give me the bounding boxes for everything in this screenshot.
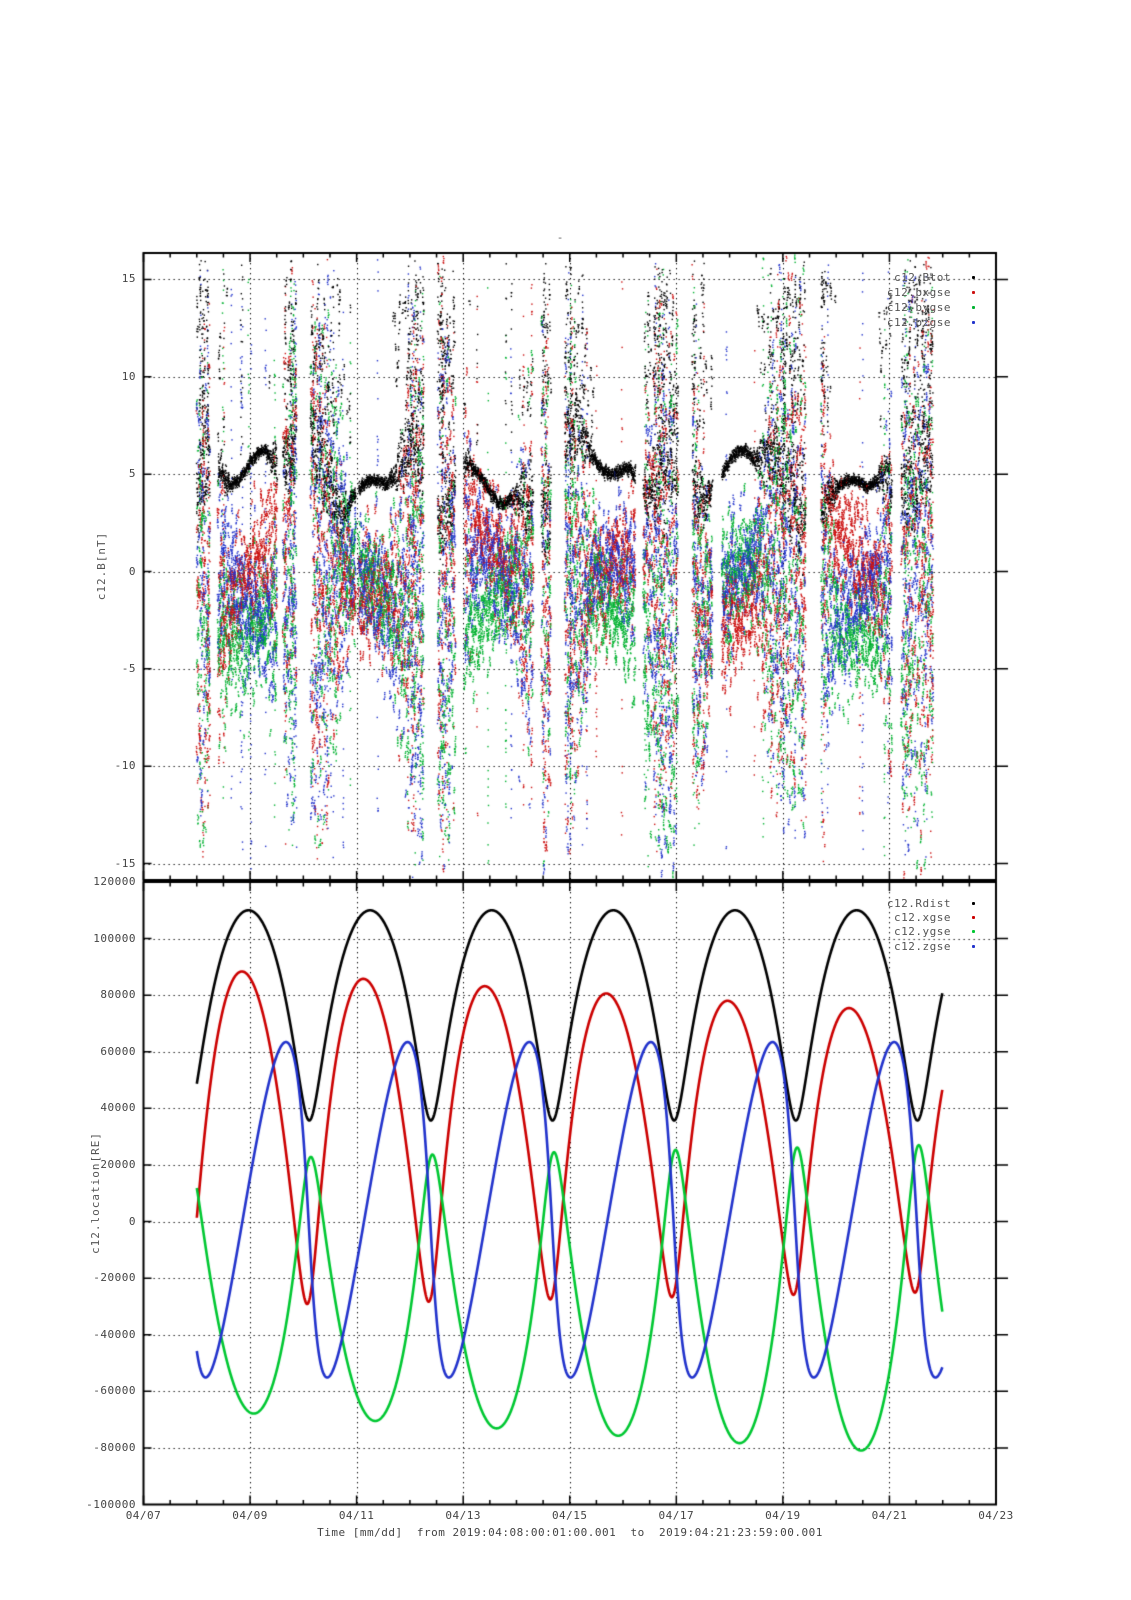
time-axis-label: Time [mm/dd] from 2019:04:08:00:01:00.00…	[317, 1526, 823, 1539]
rdist-marker-dot	[972, 901, 975, 905]
legend-item-bxgse: c12.bxgse	[887, 285, 975, 300]
xgse-marker-dot	[972, 916, 975, 920]
legend-label-rdist: c12.Rdist	[886, 896, 951, 910]
legend-panel-b: c12.Btot c12.bxgse c12.bygse c12.bzgse	[887, 270, 975, 330]
bzgse-marker-dot	[972, 321, 975, 324]
xtick-04/23: 04/23	[978, 1509, 1014, 1522]
loc-ytick-0: 0	[128, 1214, 136, 1228]
legend-label-xgse: c12.xgse	[894, 911, 951, 925]
legend-label-zgse: c12.zgse	[894, 939, 951, 953]
legend-label-btot: c12.Btot	[894, 271, 951, 284]
xtick-04/21: 04/21	[871, 1509, 908, 1522]
legend-panel-location: c12.Rdist c12.xgse c12.ygse c12.zgse	[887, 896, 975, 954]
legend-item-ygse: c12.ygse	[887, 925, 975, 939]
b-ytick-15: 15	[121, 272, 136, 286]
bygse-marker-dot	[972, 306, 975, 309]
xtick-04/07: 04/07	[125, 1509, 162, 1522]
legend-label-bxgse: c12.bxgse	[886, 286, 951, 299]
legend-item-btot: c12.Btot	[887, 270, 975, 285]
legend-label-bzgse: c12.bzgse	[886, 316, 951, 329]
location-axis-label: c12.location[RE]	[89, 1132, 102, 1254]
legend-item-rdist: c12.Rdist	[887, 896, 975, 910]
legend-item-xgse: c12.xgse	[887, 910, 975, 924]
b-ytick--5: -5	[121, 661, 136, 675]
b-ytick--15: -15	[114, 856, 136, 870]
b-ytick-10: 10	[121, 369, 136, 383]
b-ytick-0: 0	[128, 564, 136, 578]
b-field-axis-label: c12.B[nT]	[95, 531, 108, 601]
legend-item-bzgse: c12.bzgse	[887, 315, 975, 330]
legend-item-zgse: c12.zgse	[887, 939, 975, 953]
xtick-04/19: 04/19	[765, 1509, 801, 1522]
loc-ytick--80000: -80000	[93, 1440, 136, 1454]
legend-item-bygse: c12.bygse	[887, 300, 975, 315]
btot-marker-dot	[972, 276, 975, 279]
legend-label-ygse: c12.ygse	[894, 925, 951, 939]
loc-ytick-100000: 100000	[93, 931, 136, 945]
ygse-marker-dot	[972, 930, 975, 934]
loc-ytick-20000: 20000	[100, 1157, 136, 1171]
xtick-04/13: 04/13	[445, 1509, 481, 1522]
page-title: -	[556, 231, 564, 244]
xtick-04/17: 04/17	[658, 1509, 695, 1522]
b-ytick-5: 5	[128, 467, 136, 481]
xtick-04/11: 04/11	[338, 1509, 375, 1522]
legend-label-bygse: c12.bygse	[886, 301, 951, 314]
zgse-marker-dot	[972, 944, 975, 948]
loc-ytick-80000: 80000	[100, 988, 136, 1002]
xtick-04/09: 04/09	[232, 1509, 268, 1522]
loc-ytick--100000: -100000	[86, 1497, 136, 1511]
bxgse-marker-dot	[972, 291, 975, 294]
loc-ytick--20000: -20000	[93, 1271, 136, 1285]
loc-ytick--40000: -40000	[93, 1327, 136, 1341]
loc-ytick--60000: -60000	[93, 1384, 136, 1398]
b-ytick--10: -10	[114, 759, 136, 773]
loc-ytick-60000: 60000	[100, 1044, 136, 1058]
loc-ytick-120000: 120000	[93, 875, 136, 888]
loc-ytick-40000: 40000	[100, 1101, 136, 1115]
xtick-04/15: 04/15	[551, 1509, 588, 1522]
